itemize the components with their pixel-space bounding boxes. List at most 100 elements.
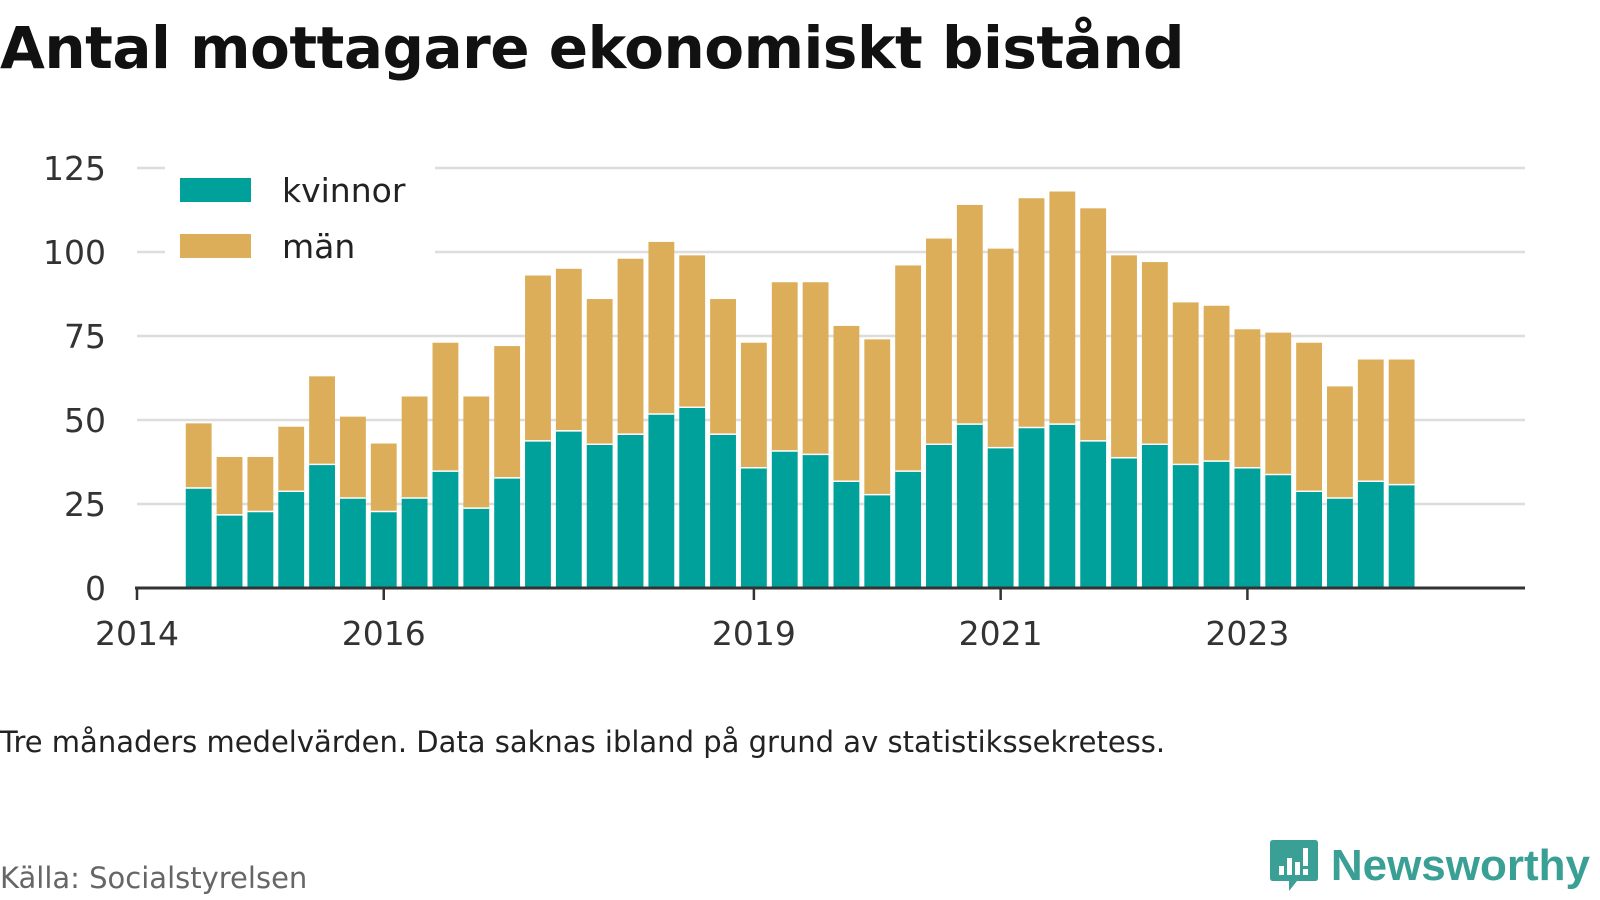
bar-man (1080, 208, 1107, 441)
y-tick-label: 25 (64, 485, 106, 524)
bar-kvinnor (1296, 490, 1323, 588)
y-axis-tick-labels: 0 25 50 75 100 125 (43, 149, 106, 608)
bar-man (833, 325, 860, 481)
stacked-bar-chart: 0 25 50 75 100 125 2014 2016 2019 2021 2023 kvinn… (43, 149, 1525, 653)
bar-kvinnor (1111, 456, 1137, 588)
bar-kvinnor (617, 433, 644, 588)
bar-man (802, 282, 829, 454)
bar-man (401, 396, 428, 498)
bar-man (1203, 305, 1230, 461)
bar-kvinnor (1141, 443, 1168, 588)
bar-chart-logo-icon (1269, 840, 1318, 891)
bar-kvinnor (926, 443, 952, 588)
bar-man (617, 258, 644, 434)
bar-man (771, 282, 798, 451)
newsworthy-logo: Newsworthy (1269, 838, 1590, 894)
bar-kvinnor (432, 470, 459, 588)
bar-man (679, 255, 706, 407)
bar-man (1172, 302, 1199, 464)
bar-man (339, 416, 366, 498)
bar-kvinnor (1080, 440, 1107, 588)
bar-kvinnor (463, 507, 490, 588)
bar-kvinnor (1388, 483, 1415, 588)
bar-kvinnor (956, 423, 983, 588)
bar-man (216, 456, 243, 515)
bar-man (987, 248, 1014, 447)
chart-note: Tre månaders medelvärden. Data saknas ib… (0, 725, 1166, 759)
bar-man (555, 268, 582, 431)
x-tick-label: 2016 (342, 614, 426, 653)
bar-man (1296, 342, 1323, 491)
x-axis-tick-labels: 2014 2016 2019 2021 2023 (95, 588, 1289, 653)
bar-man (1111, 255, 1137, 457)
bar-kvinnor (802, 453, 829, 588)
y-tick-label: 100 (43, 233, 106, 272)
bar-man (956, 204, 983, 424)
bar-kvinnor (864, 493, 891, 588)
bar-kvinnor (833, 480, 860, 588)
legend: kvinnor män (165, 160, 435, 266)
bar-man (1388, 359, 1415, 484)
bar-kvinnor (1234, 467, 1261, 588)
bar-kvinnor (339, 497, 366, 588)
x-tick-label: 2021 (959, 614, 1043, 653)
x-tick-label: 2019 (712, 614, 796, 653)
legend-label-man: män (282, 227, 355, 266)
bar-man (710, 299, 736, 434)
y-tick-label: 125 (43, 149, 106, 188)
brand-name: Newsworthy (1330, 841, 1590, 890)
chart-title: Antal mottagare ekonomiskt bistånd (0, 14, 1185, 82)
bar-kvinnor (247, 510, 274, 588)
bar-kvinnor (216, 514, 243, 588)
bar-kvinnor (648, 413, 675, 588)
bar-man (1327, 386, 1353, 498)
bar-man (309, 376, 335, 464)
bar-kvinnor (586, 443, 613, 588)
bars (185, 191, 1415, 588)
legend-swatch-man (180, 234, 251, 258)
bar-kvinnor (309, 463, 335, 588)
x-tick-label: 2023 (1205, 614, 1289, 653)
legend-label-kvinnor: kvinnor (282, 171, 406, 210)
bar-man (278, 426, 305, 491)
bar-man (1234, 329, 1261, 468)
bar-kvinnor (679, 406, 706, 588)
y-tick-label: 75 (64, 317, 106, 356)
bar-man (1018, 198, 1045, 427)
bar-kvinnor (740, 467, 767, 588)
bar-kvinnor (1203, 460, 1230, 588)
bar-man (463, 396, 490, 508)
bar-kvinnor (1018, 426, 1045, 588)
bar-man (1357, 359, 1384, 481)
bar-man (1265, 332, 1292, 474)
bar-kvinnor (1265, 473, 1292, 588)
bar-kvinnor (895, 470, 922, 588)
y-tick-label: 50 (64, 401, 106, 440)
bar-man (1049, 191, 1076, 424)
bar-kvinnor (710, 433, 736, 588)
bar-kvinnor (185, 487, 212, 588)
legend-swatch-kvinnor (180, 178, 251, 202)
bar-kvinnor (987, 446, 1014, 588)
bar-man (525, 275, 551, 441)
bar-kvinnor (1357, 480, 1384, 588)
bar-man (586, 299, 613, 444)
bar-man (185, 423, 212, 488)
bar-man (895, 265, 922, 471)
bar-man (432, 342, 459, 471)
bar-man (926, 238, 952, 444)
bar-kvinnor (370, 510, 397, 588)
x-tick-label: 2014 (95, 614, 179, 653)
bar-kvinnor (494, 477, 521, 588)
bar-kvinnor (1049, 423, 1076, 588)
bar-man (864, 339, 891, 494)
bar-kvinnor (555, 430, 582, 588)
bar-man (494, 346, 521, 478)
bar-kvinnor (1327, 497, 1353, 588)
bar-man (740, 342, 767, 468)
source-credit: Källa: Socialstyrelsen (0, 861, 308, 895)
bar-kvinnor (1172, 463, 1199, 588)
bar-man (370, 443, 397, 511)
bar-man (1141, 262, 1168, 444)
bar-man (648, 241, 675, 414)
